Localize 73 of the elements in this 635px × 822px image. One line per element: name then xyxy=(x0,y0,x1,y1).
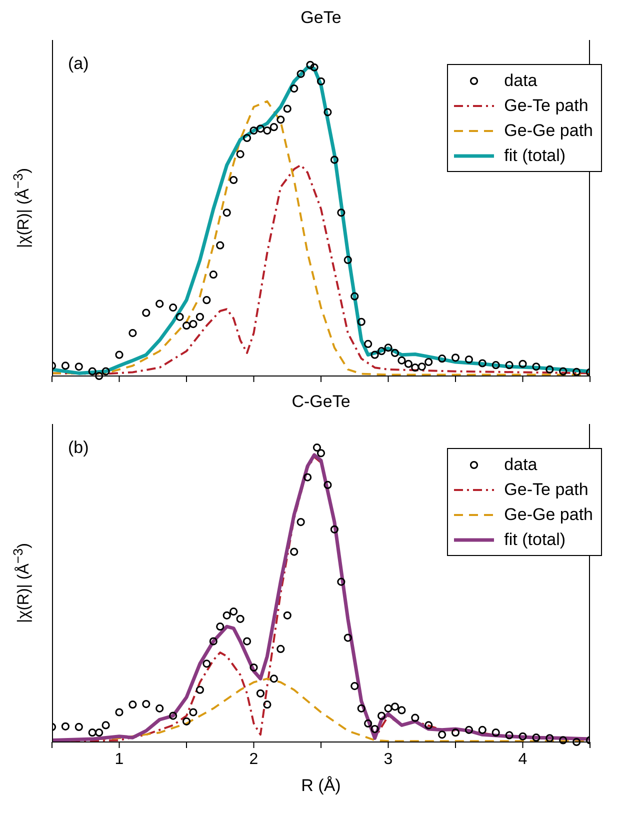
x-axis-title: R (Å) xyxy=(300,776,342,797)
point xyxy=(316,449,326,458)
point xyxy=(250,663,258,672)
point xyxy=(209,637,218,646)
point xyxy=(312,444,322,452)
point xyxy=(330,525,338,534)
point xyxy=(478,726,486,734)
point xyxy=(88,728,96,737)
x-tick-label: 3 xyxy=(384,751,393,768)
legend-label: data xyxy=(504,454,538,476)
point xyxy=(61,722,70,730)
point xyxy=(236,614,244,623)
point xyxy=(290,548,298,556)
point xyxy=(424,721,433,730)
point xyxy=(74,722,83,732)
point xyxy=(115,708,124,716)
legend-label: Ge-Ge path xyxy=(504,504,593,526)
point xyxy=(304,473,312,482)
legend-label: Ge-Te path xyxy=(504,95,588,117)
point xyxy=(324,480,332,489)
chart-title: C-GeTe xyxy=(290,392,352,413)
chart-title: GeTe xyxy=(300,8,342,29)
point xyxy=(370,724,379,734)
point xyxy=(276,644,285,654)
point xyxy=(546,734,554,742)
point xyxy=(216,622,224,631)
point xyxy=(377,712,386,720)
point xyxy=(492,728,500,737)
point xyxy=(222,611,231,620)
annotation: (a) xyxy=(68,54,89,74)
legend-label: fit (total) xyxy=(504,529,566,551)
point xyxy=(156,704,164,712)
point xyxy=(202,660,211,668)
point xyxy=(270,674,278,683)
point xyxy=(344,634,352,642)
point xyxy=(102,721,110,730)
legend-label: fit (total) xyxy=(504,145,566,167)
point xyxy=(384,704,392,712)
point xyxy=(230,608,238,616)
point xyxy=(350,682,359,690)
point xyxy=(128,700,137,709)
point xyxy=(572,738,581,746)
legend-label: Ge-Te path xyxy=(504,479,588,501)
point xyxy=(263,700,272,709)
point xyxy=(464,726,473,734)
legend-label: data xyxy=(504,70,538,92)
point xyxy=(411,714,420,722)
point xyxy=(142,700,150,708)
point xyxy=(95,728,104,737)
point xyxy=(283,611,292,620)
point xyxy=(390,702,400,711)
point xyxy=(182,717,191,726)
point xyxy=(337,578,346,586)
point xyxy=(296,518,305,526)
point xyxy=(189,708,198,716)
point xyxy=(505,731,514,740)
annotation: (b) xyxy=(68,438,89,458)
point xyxy=(169,712,178,720)
point xyxy=(196,686,204,694)
point xyxy=(364,719,372,728)
point xyxy=(451,728,460,737)
x-tick-label: 1 xyxy=(114,751,124,768)
point xyxy=(398,706,406,714)
legend-label: Ge-Ge path xyxy=(504,120,593,142)
point xyxy=(532,734,540,742)
x-tick-label: 4 xyxy=(518,751,528,768)
point xyxy=(518,732,527,740)
point xyxy=(357,704,366,712)
point xyxy=(438,730,446,739)
point xyxy=(559,736,568,744)
point xyxy=(242,637,252,646)
point xyxy=(256,689,265,698)
x-tick-label: 2 xyxy=(249,751,258,768)
